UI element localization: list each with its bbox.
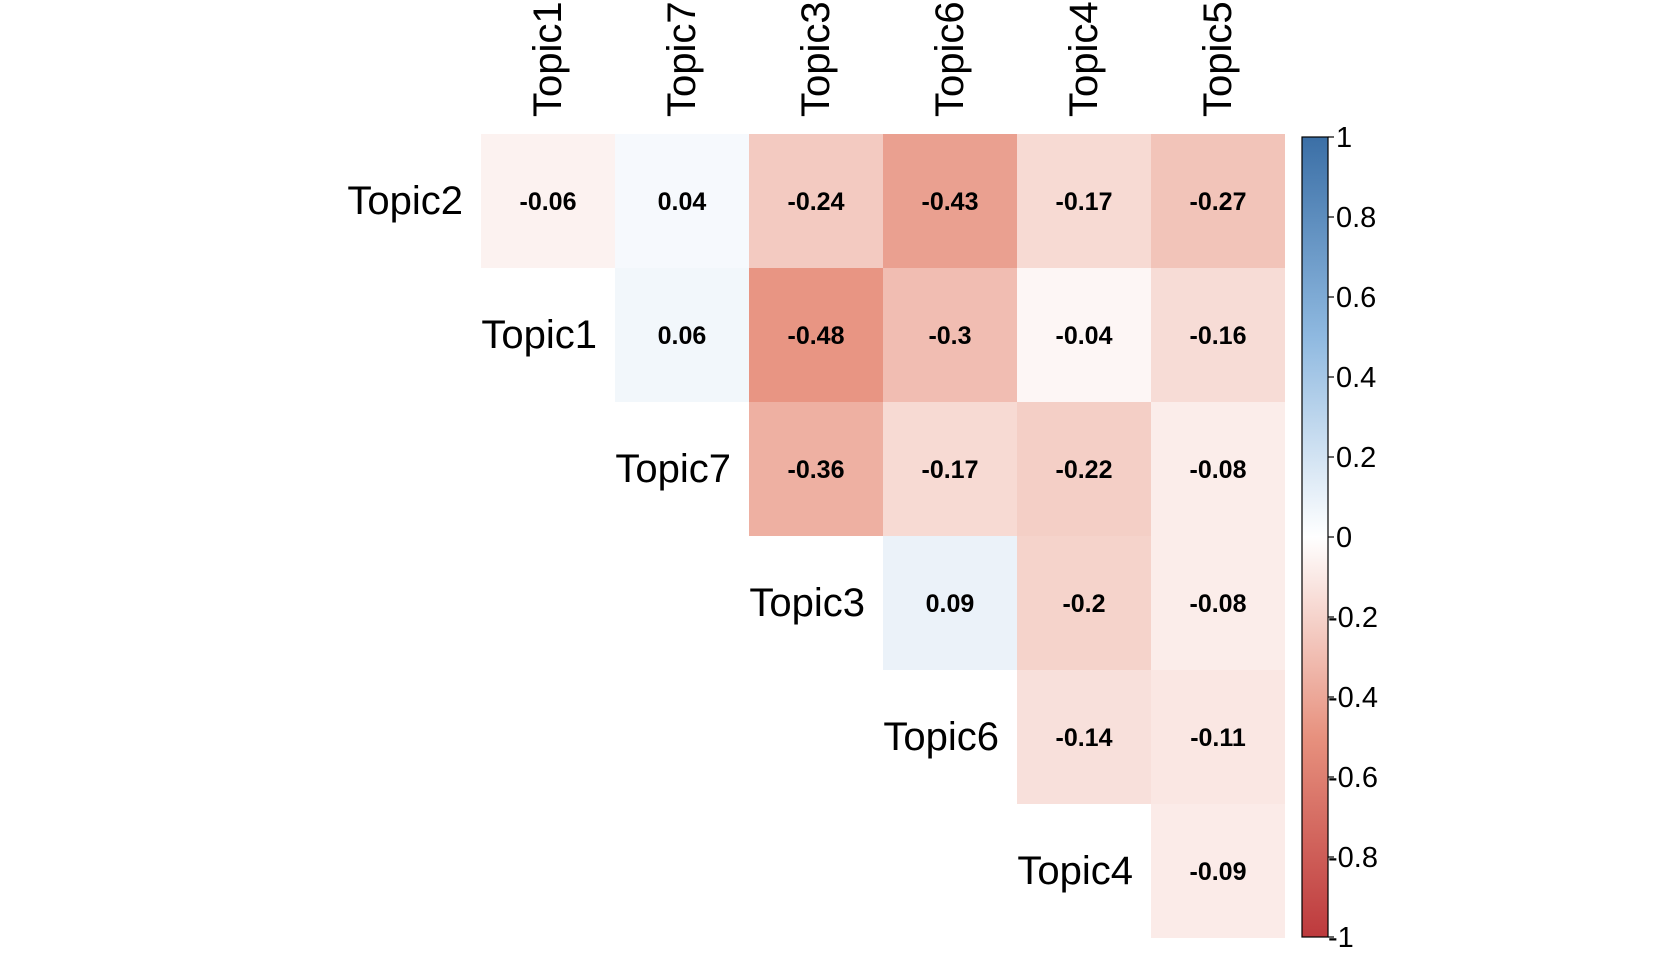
cell-value-label: -0.06 xyxy=(520,188,577,216)
column-label: Topic1 xyxy=(526,1,570,117)
cell-value-label: 0.06 xyxy=(658,322,707,350)
colorbar-tick-label: -0.8 xyxy=(1328,842,1378,874)
column-label: Topic3 xyxy=(794,1,838,117)
cell-value-label: -0.24 xyxy=(788,188,845,216)
cell-value-label: -0.11 xyxy=(1190,724,1246,752)
column-label: Topic7 xyxy=(660,1,704,117)
heatmap-cells: -0.06 0.04 -0.24 -0.43 -0.17 -0.27 0.06 -0.48 -0… xyxy=(481,134,1285,938)
heatmap-cell xyxy=(749,268,883,402)
heatmap-cell xyxy=(1017,268,1151,402)
cell-value-label: 0.09 xyxy=(926,590,975,618)
cell-value-label: -0.2 xyxy=(1062,590,1105,618)
row-label: Topic4 xyxy=(1017,849,1133,893)
row-label: Topic2 xyxy=(347,179,463,223)
heatmap-cell xyxy=(1151,536,1285,670)
colorbar-tick-label: 0.2 xyxy=(1336,442,1376,474)
colorbar-gradient xyxy=(1301,136,1329,938)
heatmap-cell xyxy=(615,134,749,268)
cell-value-label: -0.08 xyxy=(1190,456,1247,484)
cell-value-label: -0.48 xyxy=(788,322,845,350)
cell-value-label: -0.27 xyxy=(1190,188,1247,216)
cell-value-label: -0.36 xyxy=(788,456,845,484)
cell-value-label: -0.14 xyxy=(1056,724,1113,752)
colorbar-tick-label: 0.8 xyxy=(1336,202,1376,234)
cell-value-label: -0.17 xyxy=(922,456,979,484)
heatmap-cell xyxy=(1017,134,1151,268)
heatmap-cell xyxy=(1151,804,1285,938)
heatmap-cell xyxy=(883,134,1017,268)
colorbar-legend: 1 0.8 0.6 0.4 0.2 0 -0.2 -0.4 -0.6 -0.8 -1 xyxy=(1301,122,1378,954)
colorbar-tick-label: -1 xyxy=(1328,922,1354,954)
colorbar-tick-label: 1 xyxy=(1336,122,1352,154)
colorbar-tick-label: 0.6 xyxy=(1336,282,1376,314)
row-labels: Topic2 Topic1 Topic7 Topic3 Topic6 Topic4 xyxy=(347,179,1133,893)
row-label: Topic3 xyxy=(749,581,865,625)
cell-value-label: -0.22 xyxy=(1056,456,1113,484)
heatmap-cell xyxy=(1017,402,1151,536)
colorbar-tick-label: 0.4 xyxy=(1336,362,1376,394)
column-label: Topic6 xyxy=(928,1,972,117)
heatmap-cell xyxy=(749,134,883,268)
cell-value-label: 0.04 xyxy=(658,188,707,216)
heatmap-cell xyxy=(1151,134,1285,268)
heatmap-cell xyxy=(749,402,883,536)
heatmap-cell xyxy=(1151,402,1285,536)
row-label: Topic1 xyxy=(481,313,597,357)
cell-value-label: -0.17 xyxy=(1056,188,1113,216)
row-label: Topic6 xyxy=(883,715,999,759)
column-label: Topic5 xyxy=(1196,1,1240,117)
row-label: Topic7 xyxy=(615,447,731,491)
column-label: Topic4 xyxy=(1062,1,1106,117)
heatmap-cell xyxy=(1017,670,1151,804)
heatmap-cell xyxy=(481,134,615,268)
heatmap-cell xyxy=(615,268,749,402)
cell-value-label: -0.08 xyxy=(1190,590,1247,618)
cell-value-label: -0.09 xyxy=(1190,858,1247,886)
heatmap-cell xyxy=(883,536,1017,670)
colorbar-tick-label: 0 xyxy=(1336,522,1352,554)
heatmap-cell xyxy=(1151,670,1285,804)
colorbar-tick-label: -0.4 xyxy=(1328,682,1378,714)
column-labels: Topic1 Topic7 Topic3 Topic6 Topic4 Topic5 xyxy=(526,1,1240,117)
cell-value-label: -0.16 xyxy=(1190,322,1247,350)
heatmap-cell xyxy=(1017,536,1151,670)
cell-value-label: -0.43 xyxy=(922,188,979,216)
heatmap-cell xyxy=(1151,268,1285,402)
cell-value-label: -0.04 xyxy=(1056,322,1113,350)
cell-value-label: -0.3 xyxy=(928,322,971,350)
heatmap-cell xyxy=(883,402,1017,536)
heatmap-cell xyxy=(883,268,1017,402)
colorbar-tick-label: -0.6 xyxy=(1328,762,1378,794)
colorbar-tick-label: -0.2 xyxy=(1328,602,1378,634)
